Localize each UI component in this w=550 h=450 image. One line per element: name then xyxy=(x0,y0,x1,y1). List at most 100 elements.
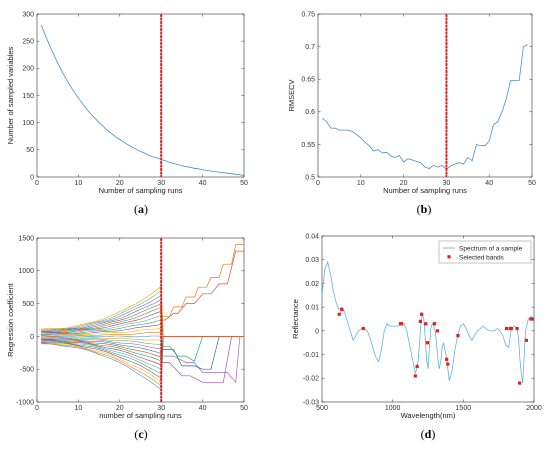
optimal-run-marker-dot xyxy=(160,361,163,364)
optimal-run-marker-dot xyxy=(160,301,163,305)
optimal-run-marker-dot xyxy=(160,242,163,245)
optimal-run-marker-dot xyxy=(160,298,163,301)
coefficient-path-retained xyxy=(161,336,220,370)
optimal-run-marker-dot xyxy=(160,172,163,175)
optimal-run-marker-dot xyxy=(160,105,163,109)
optimal-run-marker-dot xyxy=(160,112,163,116)
optimal-run-marker-dot xyxy=(160,315,163,319)
optimal-run-marker-dot xyxy=(445,53,448,56)
optimal-run-marker-dot xyxy=(445,91,448,95)
optimal-run-marker-dot xyxy=(160,35,163,39)
panel-caption-d: (d) xyxy=(421,427,436,441)
x-tick-label: 500 xyxy=(316,405,328,412)
series-line xyxy=(40,24,244,176)
plot-frame xyxy=(317,13,533,178)
optimal-run-marker-dot xyxy=(445,126,448,130)
optimal-run-marker-dot xyxy=(160,294,163,298)
selected-band-point xyxy=(424,322,428,326)
optimal-run-marker-dot xyxy=(160,133,163,137)
optimal-run-marker-dot xyxy=(160,67,163,70)
optimal-run-marker-dot xyxy=(160,56,163,60)
selected-band-point xyxy=(517,381,522,385)
selected-band-point xyxy=(361,326,365,331)
x-axis-label: number of sampling runs xyxy=(99,411,182,420)
plot-frame xyxy=(36,237,245,403)
optimal-run-marker-dot xyxy=(445,60,448,63)
y-tick-label: 300 xyxy=(22,11,34,18)
legend: Spectrum of a sample Selected bands xyxy=(438,240,532,264)
optimal-run-marker-dot xyxy=(160,95,163,98)
optimal-run-marker-dot xyxy=(160,63,163,67)
x-tick-label: 10 xyxy=(357,180,365,187)
optimal-run-marker-dot xyxy=(445,133,448,137)
optimal-run-marker-dot xyxy=(160,140,163,144)
optimal-run-marker-dot xyxy=(160,347,163,350)
y-tick-label: 0.04 xyxy=(305,233,319,240)
optimal-run-marker-dot xyxy=(160,371,163,375)
optimal-run-marker-dot xyxy=(160,336,163,340)
coefficient-path xyxy=(41,336,244,391)
coefficient-path xyxy=(41,314,244,337)
optimal-run-marker-dot xyxy=(160,158,163,161)
optimal-run-marker-dot xyxy=(160,25,163,28)
coefficient-path xyxy=(41,336,244,379)
optimal-run-marker-dot xyxy=(160,287,163,291)
x-axis-label: Wavelength(nm) xyxy=(401,411,456,420)
coefficient-path-retained xyxy=(161,336,241,384)
x-tick-label: 40 xyxy=(199,405,207,412)
legend-entry-spectrum: Spectrum of a sample xyxy=(459,245,523,252)
optimal-run-marker-dot xyxy=(160,81,163,84)
optimal-run-marker-dot xyxy=(160,284,163,287)
optimal-run-marker-dot xyxy=(160,350,163,354)
panel-caption-letter: c xyxy=(138,427,144,441)
optimal-run-marker-dot xyxy=(445,119,448,123)
series-line xyxy=(322,44,528,170)
chart-panel-d: 500 1000 1500 2000 -0.03 -0.02 -0.01 0 0.01 0.02 0… xyxy=(291,233,542,420)
selected-band-point xyxy=(504,326,509,331)
coefficient-path xyxy=(41,336,244,387)
optimal-run-marker-dot xyxy=(445,137,448,140)
optimal-run-marker-dot xyxy=(160,109,163,112)
coefficient-path xyxy=(41,336,244,375)
legend-entry-selected: Selected bands xyxy=(459,254,505,261)
chart-panel-b: 0 10 20 30 40 50 0.5 0.55 0.6 0.65 0.7 0.75 Number o… xyxy=(287,11,536,195)
coefficient-path xyxy=(41,323,244,337)
optimal-run-marker-dot xyxy=(160,354,163,357)
optimal-run-marker-dot xyxy=(445,67,448,70)
x-tick-label: 30 xyxy=(443,180,451,187)
selected-band-point xyxy=(418,319,422,323)
selected-band-point xyxy=(435,329,440,333)
y-tick-label: 0.65 xyxy=(301,77,315,84)
optimal-run-marker-dot xyxy=(445,25,448,28)
optimal-run-marker-dot xyxy=(160,270,163,273)
optimal-run-marker-dot xyxy=(445,74,448,77)
optimal-run-marker-dot xyxy=(160,77,163,81)
optimal-run-marker-dot xyxy=(160,147,163,151)
y-tick-label: 500 xyxy=(22,301,34,308)
optimal-run-marker-dot xyxy=(160,326,163,329)
x-tick-label: 1500 xyxy=(456,405,472,412)
optimal-run-marker-dot xyxy=(445,154,448,158)
y-tick-label: 0.02 xyxy=(305,281,319,288)
y-tick-label: -0.03 xyxy=(303,399,319,406)
optimal-run-marker-dot xyxy=(160,53,163,56)
y-tick-label: 0.7 xyxy=(305,44,315,51)
optimal-run-marker-dot xyxy=(445,168,448,172)
optimal-run-marker-dot xyxy=(445,84,448,88)
optimal-run-marker-dot xyxy=(445,88,448,91)
optimal-run-marker-dot xyxy=(160,319,163,322)
optimal-run-marker-dot xyxy=(160,249,163,252)
optimal-run-marker-dot xyxy=(160,49,163,53)
y-tick-label: 1000 xyxy=(18,268,34,275)
y-tick-label: 0.01 xyxy=(305,305,319,312)
optimal-run-marker-dot xyxy=(160,368,163,371)
optimal-run-marker-dot xyxy=(160,312,163,315)
plot-frame xyxy=(321,235,535,403)
optimal-run-marker-dot xyxy=(160,382,163,385)
optimal-run-marker-dot xyxy=(160,116,163,119)
selected-band-point xyxy=(524,338,528,342)
coefficient-path xyxy=(41,307,244,337)
plot-frame xyxy=(36,13,245,178)
coefficient-path xyxy=(41,336,244,370)
